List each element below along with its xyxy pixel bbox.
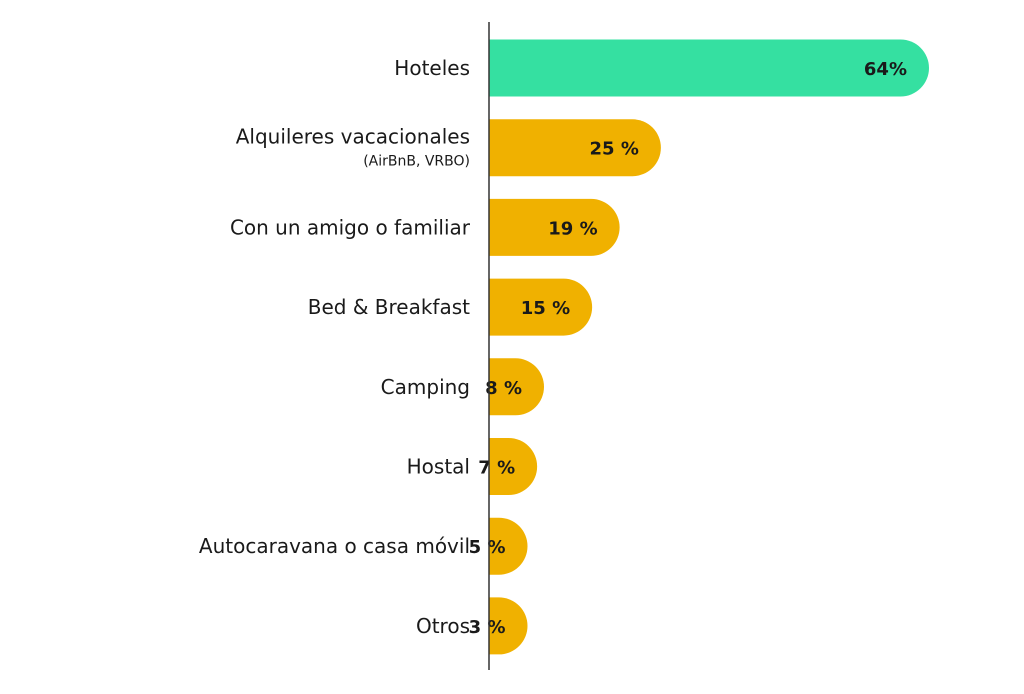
- category-labels-group: Hoteles Alquileres vacacionales (AirBnB, V…: [199, 56, 471, 638]
- category-sublabel-alquileres-vacacionales: (AirBnB, VRBO): [363, 154, 470, 170]
- bar-camping: [489, 358, 544, 416]
- value-label-bed-breakfast: 15 %: [521, 298, 570, 319]
- value-label-otros: 3 %: [469, 617, 506, 638]
- bar-bed-breakfast: [489, 278, 593, 336]
- category-label-hoteles: Hoteles: [394, 56, 470, 80]
- value-label-autocaravana-o-casa-movil: 5 %: [469, 537, 506, 558]
- category-label-otros: Otros: [416, 614, 470, 638]
- value-label-hostal: 7 %: [478, 458, 515, 479]
- bar-alquileres-vacacionales: [489, 119, 661, 177]
- bar-otros: [489, 597, 528, 655]
- bar-hostal: [489, 438, 538, 495]
- value-label-con-un-amigo-o-familiar: 19 %: [548, 218, 597, 239]
- value-label-alquileres-vacacionales: 25 %: [590, 139, 639, 160]
- category-label-alquileres-vacacionales: Alquileres vacacionales: [236, 125, 470, 149]
- bars-group: 64% 25 % 19 % 15 % 8 % 7 % 5 % 3 %: [469, 39, 929, 655]
- category-label-camping: Camping: [381, 375, 470, 399]
- category-label-bed-breakfast: Bed & Breakfast: [308, 295, 470, 319]
- category-label-con-un-amigo-o-familiar: Con un amigo o familiar: [230, 215, 471, 239]
- category-label-autocaravana-o-casa-movil: Autocaravana o casa móvil: [199, 534, 470, 558]
- category-label-hostal: Hostal: [407, 455, 470, 479]
- bar-autocaravana-o-casa-movil: [489, 517, 528, 575]
- bar-con-un-amigo-o-familiar: [489, 198, 620, 256]
- value-label-camping: 8 %: [485, 378, 522, 399]
- bar-hoteles: [489, 39, 929, 97]
- value-label-hoteles: 64%: [864, 59, 907, 80]
